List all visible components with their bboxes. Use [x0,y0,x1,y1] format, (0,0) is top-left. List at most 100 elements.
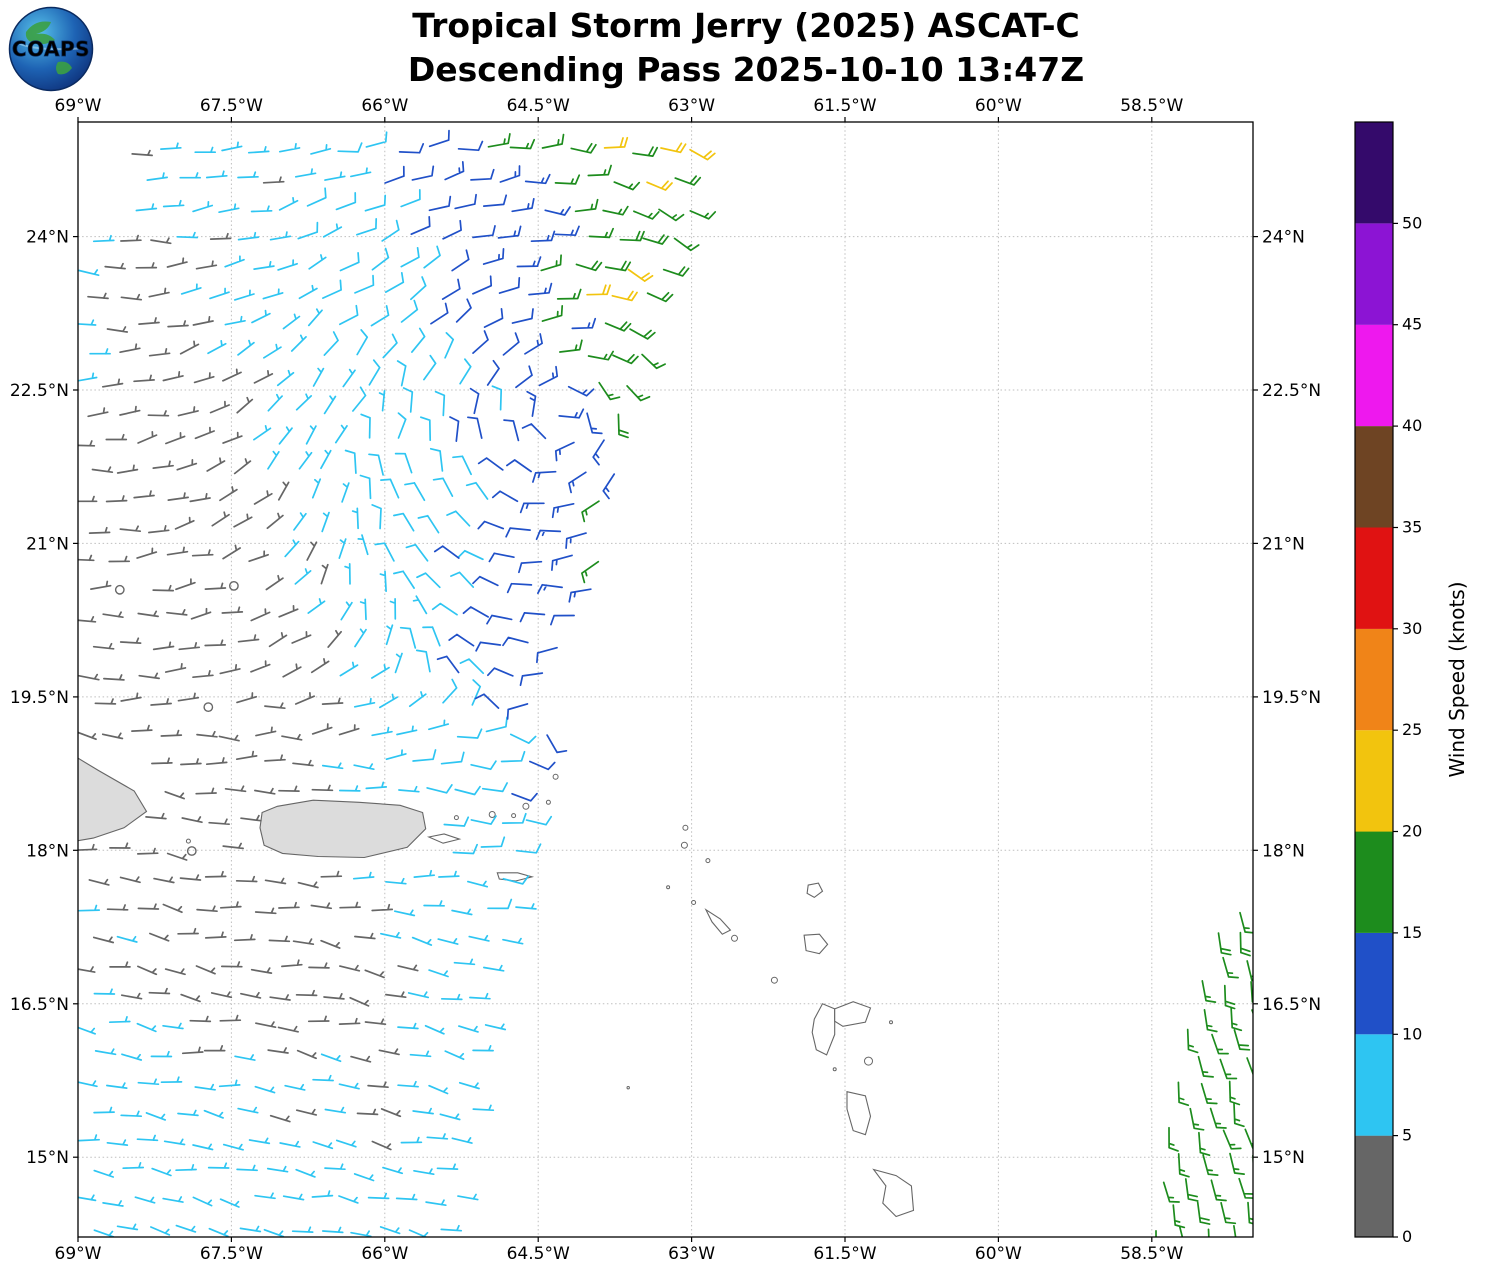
island-la-desirade [889,1020,893,1025]
wind-barb-layer [586,136,716,302]
island-anegada [552,773,559,780]
island-guadeloupe-grande-terre [834,1001,872,1027]
colorbar-segment [1355,628,1393,731]
wind-barb-layer [384,129,616,802]
x-tick-label-top: 63°W [668,96,715,116]
wind-barb-layer [487,133,1253,1237]
colorbar-tick-label: 40 [1402,416,1422,435]
colorbar-segment [1355,1135,1393,1237]
colorbar-segment [1355,932,1393,1035]
y-tick-label-right: 16.5°N [1262,995,1321,1015]
y-tick-label-left: 24°N [26,228,69,248]
colorbar-tick-label: 5 [1402,1126,1412,1145]
island-les-saintes [832,1067,837,1072]
island-dominica [846,1091,872,1136]
globe-land-north [25,21,55,45]
island-puerto-rico [259,799,427,859]
plot-frame [77,121,1254,1238]
island-tortola [522,802,530,810]
calm-circle [203,702,214,712]
colorbar-segment [1355,122,1393,224]
island-montserrat [770,976,778,984]
y-tick-label-left: 22.5°N [10,381,69,401]
x-tick-label-top: 66°W [361,96,408,116]
x-tick-label-bottom: 63°W [668,1244,715,1264]
island-st-kitts [704,908,732,935]
x-tick-label-top: 58.5°W [1120,96,1183,116]
colorbar: 0 5 10 15 20 25 30 35 40 45 50 [1354,121,1422,1246]
colorbar-segment [1355,730,1393,832]
x-tick-label-bottom: 67.5°W [200,1244,263,1264]
x-tick-label-bottom: 60°W [975,1244,1022,1264]
title-line-2: Descending Pass 2025-10-10 13:47Z [407,49,1085,89]
island-vieques [426,833,462,844]
colorbar-segment [1355,223,1393,325]
chart-title: Tropical Storm Jerry (2025) ASCAT-C Desc… [0,4,1492,91]
x-tick-label-bottom: 64.5°W [507,1244,570,1264]
x-tick-label-top: 64.5°W [507,96,570,116]
island-st-eustatius [691,900,697,905]
island-barbuda [806,882,824,899]
island-virgin-gorda [545,799,551,805]
colorbar-tick-label: 30 [1402,619,1422,638]
colorbar-segment [1355,426,1393,528]
x-tick-label-top: 61.5°W [813,96,876,116]
globe-land-south [56,61,72,75]
colorbar-tick-label: 35 [1402,518,1422,537]
coaps-logo: COAPS [8,6,94,92]
y-tick-label-left: 21°N [26,534,69,554]
title-line-1: Tropical Storm Jerry (2025) ASCAT-C [412,6,1080,45]
colorbar-tick-label: 10 [1402,1024,1422,1043]
colorbar-tick-label: 50 [1402,213,1422,232]
colorbar-tick-label: 45 [1402,315,1422,334]
y-tick-label-right: 18°N [1262,841,1305,861]
x-tick-label-bottom: 58.5°W [1120,1244,1183,1264]
x-tick-label-bottom: 66°W [361,1244,408,1264]
island-aves-island [626,1086,630,1090]
colorbar-segment [1355,1034,1393,1136]
colorbar-outline [1354,121,1394,1238]
colorbar-tick-label: 0 [1402,1227,1412,1246]
y-tick-label-left: 15°N [26,1148,69,1168]
island-saba [666,885,671,890]
island-st-barthelemy [705,858,711,864]
calm-circle [114,584,125,595]
x-tick-label-bottom: 69°W [55,1244,102,1264]
island-martinique [872,1168,915,1218]
island-nevis [731,934,738,942]
x-tick-label-top: 69°W [55,96,102,116]
island-guadeloupe-basse-terre [811,1003,836,1056]
y-tick-label-left: 16.5°N [10,995,69,1015]
grid-lines [77,122,1253,1237]
colorbar-tick-label: 25 [1402,720,1422,739]
island-antigua [803,933,829,955]
axes: 69°W 69°W 67.5°W 67.5°W 66°W 66°W 64.5°W 64.5°W… [10,96,1321,1264]
x-tick-label-bottom: 61.5°W [813,1244,876,1264]
calm-circle [186,846,197,856]
island-st-john [511,813,517,819]
coastlines [78,757,915,1218]
island-marie-galante [864,1056,873,1066]
y-tick-label-left: 18°N [26,841,69,861]
y-tick-label-right: 24°N [1262,228,1305,248]
island-hispaniola-east [78,757,148,842]
y-tick-label-right: 21°N [1262,534,1305,554]
coaps-logo-graphic: COAPS [8,6,94,92]
island-anguilla [682,824,689,831]
colorbar-label: Wind Speed (knots) [1445,581,1469,777]
y-tick-label-right: 19.5°N [1262,688,1321,708]
x-tick-label-top: 60°W [975,96,1022,116]
wind-barb-layer [78,131,553,1237]
island-st-thomas [488,811,496,818]
colorbar-segment [1355,527,1393,629]
island-st-martin [680,841,688,849]
colorbar-segment [1355,324,1393,427]
colorbar-tick-label: 20 [1402,822,1422,841]
wind-barbs [78,129,1253,1237]
wind-barb-layer [78,149,419,1151]
y-tick-label-right: 15°N [1262,1148,1305,1168]
island-mona [185,838,191,844]
calm-circle [228,581,239,591]
island-culebra [453,815,459,821]
